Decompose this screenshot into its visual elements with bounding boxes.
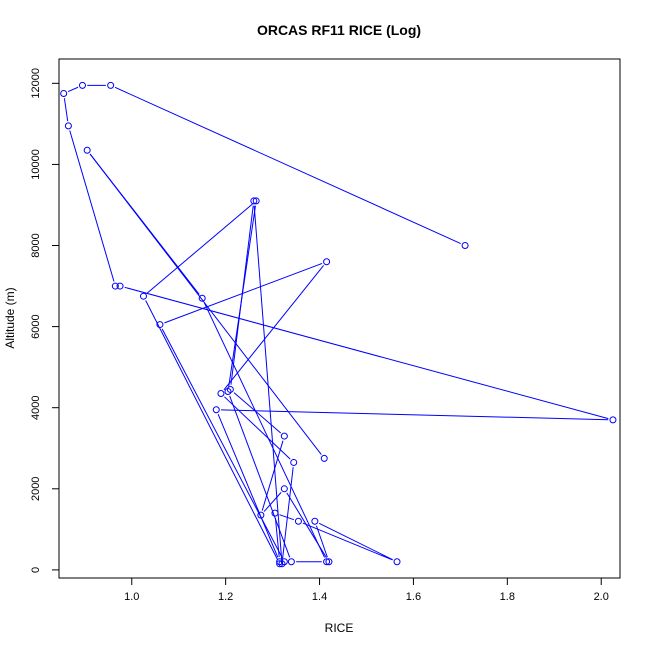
data-point <box>78 81 86 89</box>
data-point <box>280 485 288 493</box>
data-point <box>287 558 295 566</box>
data-point <box>323 558 331 566</box>
series-segment <box>228 205 256 387</box>
series-segment <box>114 86 461 244</box>
plot-area-frame <box>58 58 621 579</box>
x-axis-label: RICE <box>325 621 354 635</box>
y-tick-label: 12000 <box>30 68 42 99</box>
data-point <box>290 458 298 466</box>
y-tick-label: 2000 <box>30 477 42 501</box>
x-tick-label: 2.0 <box>594 591 609 603</box>
data-point <box>393 558 401 566</box>
x-tick-label: 1.2 <box>218 591 233 603</box>
series-layer <box>60 81 617 568</box>
series-segment <box>318 522 393 561</box>
data-point <box>226 385 234 393</box>
data-point <box>217 390 225 398</box>
data-point <box>140 292 148 300</box>
data-point <box>320 454 328 462</box>
series-segment <box>89 153 322 455</box>
data-point <box>107 81 115 89</box>
series-segment <box>221 409 609 421</box>
data-point <box>280 432 288 440</box>
data-point <box>276 558 284 566</box>
y-tick-label: 0 <box>30 567 42 573</box>
data-point <box>60 89 68 97</box>
series-segment <box>229 395 291 558</box>
y-axis-label: Altitude (m) <box>3 287 17 348</box>
series-segment <box>315 525 328 558</box>
x-tick-label: 1.4 <box>312 591 327 603</box>
series-segment <box>161 328 283 558</box>
data-point <box>257 511 265 519</box>
x-tick-label: 1.8 <box>500 591 515 603</box>
chart-title: ORCAS RF11 RICE (Log) <box>257 22 421 38</box>
data-point <box>83 146 91 154</box>
data-point <box>276 560 284 568</box>
series-segment <box>67 86 79 93</box>
data-point <box>294 517 302 525</box>
data-point <box>609 416 617 424</box>
series-segment <box>279 514 295 521</box>
data-point <box>64 122 72 130</box>
x-tick-label: 1.6 <box>406 591 421 603</box>
y-tick-label: 4000 <box>30 395 42 419</box>
data-point <box>224 387 232 395</box>
data-point <box>198 294 206 302</box>
series-segment <box>263 492 282 512</box>
data-point <box>116 282 124 290</box>
data-point <box>325 558 333 566</box>
data-point <box>156 321 164 329</box>
data-point <box>250 197 258 205</box>
data-point <box>271 509 279 517</box>
series-segment <box>203 302 325 558</box>
series-segment <box>233 392 282 434</box>
series-segment <box>124 286 609 420</box>
data-point <box>111 282 119 290</box>
series-segment <box>63 98 69 122</box>
data-point <box>212 406 220 414</box>
y-axis: 0 2000 4000 6000 8000 10000 12000 <box>30 68 60 573</box>
series-segment <box>224 396 291 460</box>
series-segment <box>145 300 278 560</box>
y-tick-label: 6000 <box>30 314 42 338</box>
data-point <box>323 258 331 266</box>
series-segment <box>253 205 283 560</box>
y-tick-label: 10000 <box>30 149 42 180</box>
data-point <box>278 560 286 568</box>
data-point <box>280 558 288 566</box>
x-tick-label: 1.0 <box>124 591 139 603</box>
series-segment <box>164 262 323 324</box>
data-point <box>311 517 319 525</box>
series-segment <box>261 440 284 511</box>
series-segment <box>146 203 253 294</box>
data-point <box>461 242 469 250</box>
series-segment <box>282 467 294 560</box>
series-segment <box>217 413 279 558</box>
y-tick-label: 8000 <box>30 233 42 257</box>
series-segment <box>223 265 324 391</box>
x-axis: 1.0 1.2 1.4 1.6 1.8 2.0 <box>124 577 609 603</box>
series-segment <box>69 130 115 282</box>
data-point <box>252 197 260 205</box>
